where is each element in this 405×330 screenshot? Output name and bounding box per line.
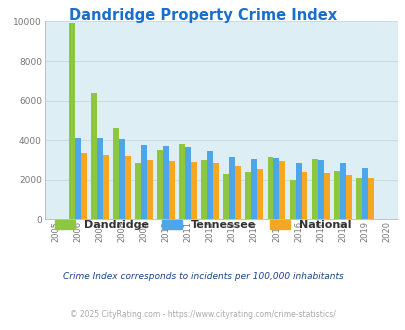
Bar (157, 150, 163, 219)
Bar (355, 178, 361, 219)
Bar (179, 144, 185, 219)
Bar (213, 163, 219, 219)
Text: Dandridge Property Crime Index: Dandridge Property Crime Index (69, 8, 336, 23)
Bar (97, 138, 102, 219)
Text: © 2025 CityRating.com - https://www.cityrating.com/crime-statistics/: © 2025 CityRating.com - https://www.city… (70, 310, 335, 319)
Bar (245, 172, 251, 219)
Bar (367, 178, 373, 219)
Bar (235, 166, 241, 219)
Bar (345, 175, 351, 219)
Bar (251, 159, 257, 219)
Bar (333, 171, 339, 219)
Bar (168, 161, 175, 219)
Bar (229, 157, 235, 219)
Bar (273, 158, 279, 219)
Bar (113, 128, 119, 219)
Bar (339, 163, 345, 219)
Text: Crime Index corresponds to incidents per 100,000 inhabitants: Crime Index corresponds to incidents per… (62, 272, 343, 281)
Bar (301, 172, 307, 219)
Bar (223, 174, 229, 219)
Bar (361, 168, 367, 219)
Bar (267, 157, 273, 219)
Bar (257, 169, 263, 219)
Bar (279, 161, 285, 219)
Bar (191, 162, 196, 219)
Bar (119, 139, 125, 219)
Bar (125, 156, 130, 219)
Bar (289, 180, 295, 219)
Bar (207, 151, 213, 219)
Bar (311, 159, 317, 219)
Legend: Dandridge, Tennessee, National: Dandridge, Tennessee, National (55, 220, 350, 230)
Bar (295, 163, 301, 219)
Bar (81, 153, 87, 219)
Bar (102, 155, 109, 219)
Bar (135, 163, 141, 219)
Bar (147, 160, 153, 219)
Bar (163, 146, 168, 219)
Bar (185, 147, 191, 219)
Bar (201, 160, 207, 219)
Bar (141, 145, 147, 219)
Bar (91, 93, 97, 219)
Bar (323, 173, 329, 219)
Bar (69, 23, 75, 219)
Bar (317, 160, 323, 219)
Bar (75, 138, 81, 219)
